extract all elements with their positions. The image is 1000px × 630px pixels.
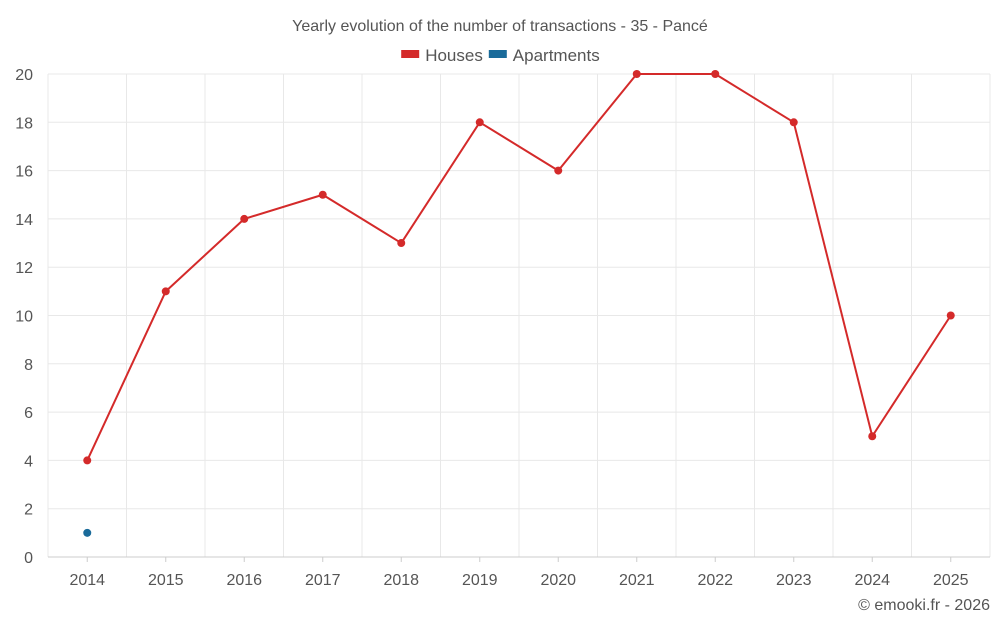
x-tick-label: 2017 <box>305 572 341 589</box>
y-tick-label: 16 <box>15 164 33 181</box>
y-tick-label: 6 <box>24 405 33 422</box>
legend: Houses Apartments <box>401 46 600 65</box>
x-tick-label: 2015 <box>148 572 184 589</box>
x-axis-ticks: 2014 2015 2016 2017 2018 2019 2020 2021 2022 2023… <box>69 557 969 589</box>
series-houses-point <box>868 432 877 441</box>
x-tick-label: 2025 <box>933 572 969 589</box>
legend-swatch-apartments <box>488 50 507 58</box>
y-tick-label: 20 <box>15 67 33 84</box>
series-houses-point <box>789 118 798 127</box>
y-tick-label: 14 <box>15 212 33 229</box>
x-tick-label: 2020 <box>540 572 576 589</box>
series-houses-line <box>86 73 952 461</box>
x-tick-label: 2021 <box>619 572 655 589</box>
series-houses-point <box>318 190 327 199</box>
series-houses-point <box>475 118 484 127</box>
y-tick-label: 2 <box>24 502 33 519</box>
legend-swatch-houses <box>401 50 420 58</box>
y-axis-ticks: 0 2 4 6 8 10 12 14 16 18 20 <box>15 67 33 567</box>
y-tick-label: 10 <box>15 309 33 326</box>
x-tick-label: 2022 <box>697 572 733 589</box>
y-tick-label: 0 <box>24 550 33 567</box>
grid-vertical <box>47 74 991 557</box>
series-houses-point <box>240 214 249 223</box>
series-houses-point <box>397 239 406 248</box>
y-tick-label: 4 <box>24 453 33 470</box>
chart-title: Yearly evolution of the number of transa… <box>292 18 708 35</box>
series-apartments-point <box>83 528 92 537</box>
series-houses-point <box>83 456 92 465</box>
series-houses-point <box>632 70 641 78</box>
x-tick-label: 2019 <box>462 572 498 589</box>
y-tick-label: 8 <box>24 357 33 374</box>
y-tick-label: 18 <box>15 115 33 132</box>
series-houses-point <box>554 166 563 175</box>
legend-label-apartments: Apartments <box>513 46 600 65</box>
x-tick-label: 2023 <box>776 572 812 589</box>
x-tick-label: 2018 <box>383 572 419 589</box>
x-tick-label: 2014 <box>69 572 105 589</box>
x-tick-label: 2024 <box>854 572 890 589</box>
x-tick-label: 2016 <box>226 572 262 589</box>
y-tick-label: 12 <box>15 260 33 277</box>
series-houses-point <box>161 287 170 296</box>
series-layer <box>83 70 955 537</box>
legend-label-houses: Houses <box>425 46 483 65</box>
series-houses-point <box>711 70 720 78</box>
series-houses-point <box>946 311 955 320</box>
credit-text: © emooki.fr - 2026 <box>858 597 990 614</box>
